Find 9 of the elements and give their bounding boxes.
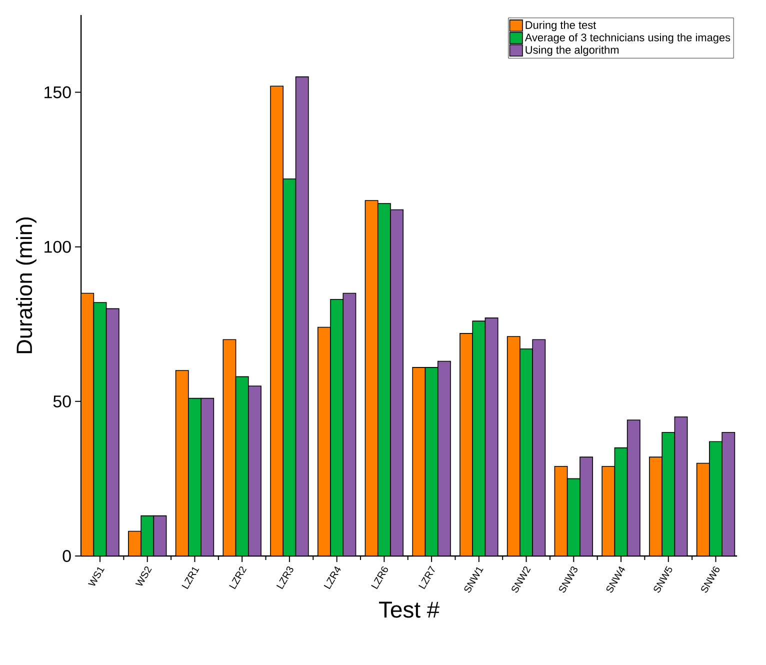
y-tick-label: 0	[62, 550, 71, 562]
y-tick-label: 150	[44, 86, 71, 98]
y-tick-label: 50	[53, 395, 71, 408]
y-axis-title: Duration (min)	[16, 217, 36, 354]
legend-label: Using the algorithm	[526, 46, 619, 56]
legend-label: Average of 3 technicians using the images	[524, 33, 730, 44]
x-axis-title: Test #	[379, 602, 440, 618]
y-tick-label: 100	[44, 240, 71, 253]
legend-label: During the test	[526, 20, 596, 32]
